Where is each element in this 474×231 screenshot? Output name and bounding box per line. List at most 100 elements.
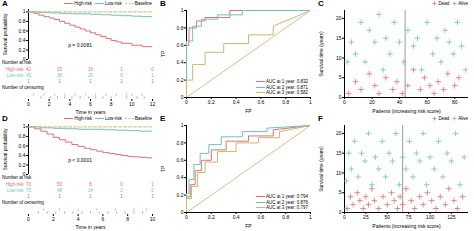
svg-text:1: 1 bbox=[27, 194, 30, 199]
svg-text:0.8: 0.8 bbox=[282, 99, 289, 105]
svg-text:1: 1 bbox=[23, 8, 26, 14]
svg-text:80: 80 bbox=[452, 99, 458, 105]
svg-text:0.2: 0.2 bbox=[208, 214, 215, 220]
svg-text:0.2: 0.2 bbox=[19, 47, 26, 53]
svg-text:Time in years: Time in years bbox=[76, 109, 106, 115]
svg-text:Survival time (years): Survival time (years) bbox=[318, 31, 324, 77]
svg-text:6: 6 bbox=[89, 101, 92, 107]
svg-text:1: 1 bbox=[58, 194, 61, 199]
svg-text:6: 6 bbox=[102, 216, 105, 222]
svg-text:12: 12 bbox=[150, 101, 156, 107]
svg-text:16: 16 bbox=[88, 67, 94, 72]
svg-text:10: 10 bbox=[336, 55, 342, 61]
svg-text:0.4: 0.4 bbox=[233, 99, 240, 105]
svg-text:1: 1 bbox=[89, 194, 92, 199]
svg-text:Survival probability: Survival probability bbox=[2, 128, 8, 170]
svg-text:1: 1 bbox=[151, 73, 154, 78]
svg-text:Survival time (years): Survival time (years) bbox=[318, 146, 324, 192]
svg-text:TP: TP bbox=[160, 50, 166, 57]
svg-text:0: 0 bbox=[151, 67, 154, 72]
svg-text:20: 20 bbox=[336, 130, 342, 136]
svg-text:0: 0 bbox=[27, 216, 30, 222]
svg-text:10: 10 bbox=[336, 170, 342, 176]
svg-text:50: 50 bbox=[57, 182, 63, 187]
svg-text:0.4: 0.4 bbox=[19, 37, 26, 43]
svg-text:43: 43 bbox=[26, 73, 32, 78]
svg-text:0.2: 0.2 bbox=[19, 162, 26, 168]
svg-text:20: 20 bbox=[88, 73, 94, 78]
svg-text:0: 0 bbox=[339, 209, 342, 215]
svg-text:Patients (increasing risk scor: Patients (increasing risk score) bbox=[372, 108, 441, 114]
svg-text:60: 60 bbox=[424, 99, 430, 105]
svg-text:14: 14 bbox=[88, 188, 94, 193]
svg-text:0.6: 0.6 bbox=[177, 157, 184, 163]
svg-text:1: 1 bbox=[27, 79, 30, 84]
svg-text:1: 1 bbox=[309, 214, 312, 220]
svg-text:1: 1 bbox=[151, 79, 154, 84]
svg-text:Survival probability: Survival probability bbox=[2, 13, 8, 55]
svg-text:0.2: 0.2 bbox=[177, 192, 184, 198]
svg-text:48: 48 bbox=[57, 188, 63, 193]
svg-text:Time in years: Time in years bbox=[76, 224, 106, 230]
svg-text:10: 10 bbox=[150, 216, 156, 222]
svg-text:8: 8 bbox=[120, 73, 123, 78]
svg-text:0: 0 bbox=[185, 214, 188, 220]
svg-text:FP: FP bbox=[245, 223, 252, 229]
svg-text:0.6: 0.6 bbox=[19, 143, 26, 149]
svg-text:0.8: 0.8 bbox=[177, 140, 184, 146]
svg-text:p < 0.0001: p < 0.0001 bbox=[68, 157, 92, 163]
svg-text:0.4: 0.4 bbox=[19, 152, 26, 158]
svg-text:1: 1 bbox=[23, 123, 26, 129]
svg-text:1: 1 bbox=[58, 79, 61, 84]
svg-text:0.8: 0.8 bbox=[177, 25, 184, 31]
svg-text:1: 1 bbox=[151, 182, 154, 187]
svg-text:0: 0 bbox=[343, 214, 346, 220]
svg-text:70: 70 bbox=[26, 188, 32, 193]
svg-text:1: 1 bbox=[120, 79, 123, 84]
svg-text:0: 0 bbox=[181, 94, 184, 100]
svg-text:1: 1 bbox=[181, 122, 184, 128]
svg-text:75: 75 bbox=[406, 214, 412, 220]
svg-text:70: 70 bbox=[26, 182, 32, 187]
svg-text:40: 40 bbox=[397, 99, 403, 105]
svg-text:2: 2 bbox=[48, 101, 51, 107]
svg-text:Low-risk: Low-risk bbox=[7, 73, 25, 78]
svg-text:25: 25 bbox=[363, 214, 369, 220]
svg-text:4: 4 bbox=[68, 101, 71, 107]
svg-text:1: 1 bbox=[181, 7, 184, 13]
svg-text:10: 10 bbox=[129, 101, 135, 107]
svg-text:High-risk: High-risk bbox=[6, 67, 25, 72]
svg-text:1: 1 bbox=[120, 194, 123, 199]
svg-text:0.4: 0.4 bbox=[177, 174, 184, 180]
svg-text:0: 0 bbox=[339, 94, 342, 100]
svg-text:100: 100 bbox=[426, 214, 435, 220]
svg-text:5: 5 bbox=[339, 74, 342, 80]
svg-text:0.4: 0.4 bbox=[177, 59, 184, 65]
svg-text:38: 38 bbox=[57, 73, 63, 78]
svg-text:0.6: 0.6 bbox=[19, 28, 26, 34]
svg-text:42: 42 bbox=[26, 67, 32, 72]
svg-text:0.6: 0.6 bbox=[257, 214, 264, 220]
svg-text:15: 15 bbox=[336, 150, 342, 156]
svg-text:0: 0 bbox=[343, 99, 346, 105]
svg-text:0.4: 0.4 bbox=[233, 214, 240, 220]
svg-text:1: 1 bbox=[151, 194, 154, 199]
svg-text:5: 5 bbox=[339, 189, 342, 195]
svg-text:High-risk: High-risk bbox=[6, 182, 25, 187]
svg-text:2: 2 bbox=[52, 216, 55, 222]
svg-text:50: 50 bbox=[384, 214, 390, 220]
svg-text:33: 33 bbox=[57, 67, 63, 72]
svg-text:Low-risk: Low-risk bbox=[7, 188, 25, 193]
svg-text:0: 0 bbox=[27, 101, 30, 107]
svg-text:20: 20 bbox=[336, 15, 342, 21]
svg-text:1: 1 bbox=[89, 79, 92, 84]
svg-text:p = 0.0081: p = 0.0081 bbox=[68, 42, 92, 48]
svg-text:0: 0 bbox=[185, 99, 188, 105]
svg-text:8: 8 bbox=[126, 216, 129, 222]
svg-text:0: 0 bbox=[120, 182, 123, 187]
svg-text:1: 1 bbox=[309, 99, 312, 105]
svg-text:0.8: 0.8 bbox=[19, 18, 26, 24]
svg-text:0.6: 0.6 bbox=[257, 99, 264, 105]
svg-text:0.8: 0.8 bbox=[19, 133, 26, 139]
svg-text:0.2: 0.2 bbox=[208, 99, 215, 105]
